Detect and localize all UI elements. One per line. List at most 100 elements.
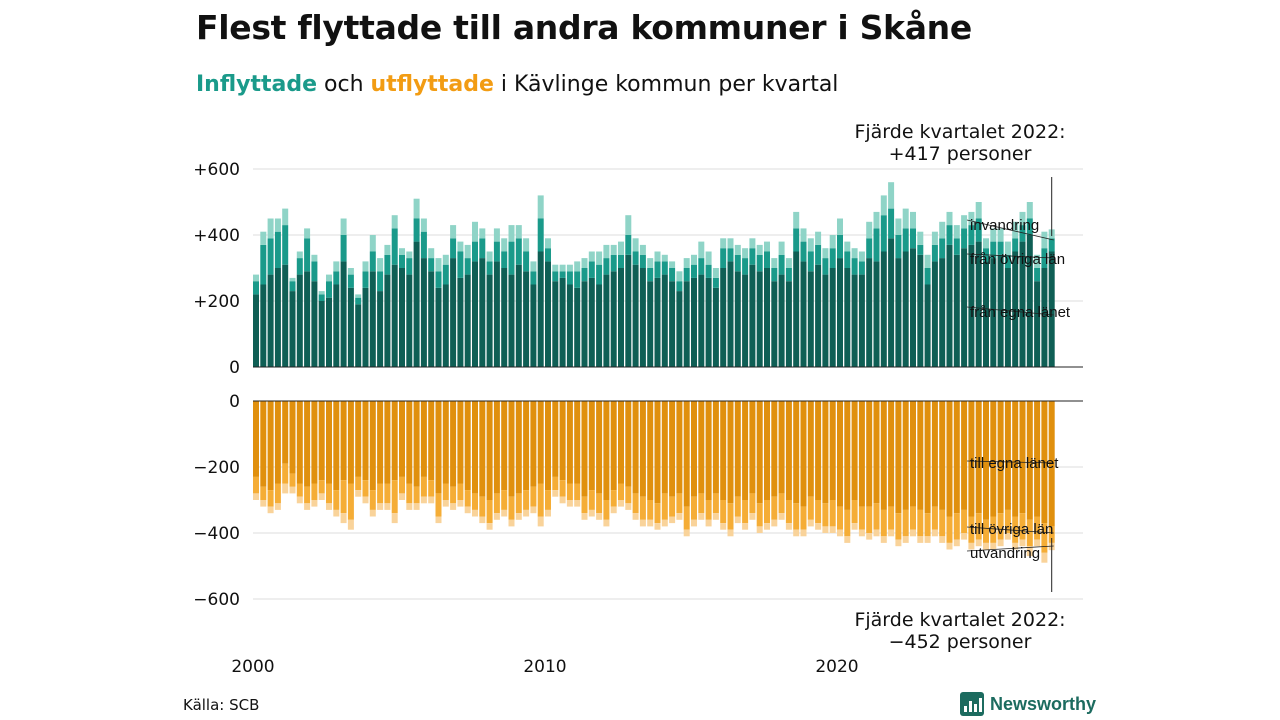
bar-inflyttade xyxy=(267,218,274,239)
bar-inflyttade xyxy=(676,271,683,282)
bar-utflyttade xyxy=(997,513,1004,540)
bar-utflyttade xyxy=(391,480,398,514)
bar-utflyttade xyxy=(654,503,661,524)
bar-utflyttade xyxy=(1048,526,1055,543)
bar-inflyttade xyxy=(377,271,384,292)
series-label-out: utvandring xyxy=(970,545,1040,562)
bar-inflyttade xyxy=(610,244,617,255)
y-tick-label-top: +400 xyxy=(193,226,240,246)
bar-inflyttade xyxy=(282,208,289,226)
bar-inflyttade xyxy=(888,182,895,209)
bar-inflyttade xyxy=(807,251,814,272)
series-label-in: invandring xyxy=(970,217,1039,234)
bar-utflyttade xyxy=(771,519,778,527)
bar-utflyttade xyxy=(939,509,946,537)
bar-utflyttade xyxy=(953,401,960,514)
bar-utflyttade xyxy=(917,536,924,543)
bar-inflyttade xyxy=(895,218,902,235)
bar-inflyttade xyxy=(829,248,836,268)
bar-utflyttade xyxy=(647,401,654,500)
bar-inflyttade xyxy=(1004,268,1011,367)
bar-utflyttade xyxy=(347,483,354,520)
bar-inflyttade xyxy=(1012,221,1019,239)
bar-utflyttade xyxy=(742,401,749,500)
bar-inflyttade xyxy=(742,274,749,367)
bar-utflyttade xyxy=(829,401,836,500)
bar-inflyttade xyxy=(851,258,858,275)
bar-inflyttade xyxy=(355,304,362,367)
bar-inflyttade xyxy=(734,254,741,272)
bar-utflyttade xyxy=(873,401,880,504)
bar-utflyttade xyxy=(369,401,376,491)
bar-utflyttade xyxy=(340,401,347,481)
bar-inflyttade xyxy=(530,284,537,367)
bar-inflyttade xyxy=(442,264,449,285)
bar-inflyttade xyxy=(537,218,544,252)
bar-utflyttade xyxy=(472,509,478,517)
bar-inflyttade xyxy=(771,268,778,282)
bar-inflyttade xyxy=(749,248,756,265)
bar-inflyttade xyxy=(661,274,668,367)
bar-inflyttade xyxy=(625,254,632,367)
bar-utflyttade xyxy=(566,500,573,507)
bar-utflyttade xyxy=(676,401,683,494)
bar-inflyttade xyxy=(304,228,311,239)
bar-inflyttade xyxy=(406,251,413,259)
bar-inflyttade xyxy=(618,268,624,367)
bar-utflyttade xyxy=(610,401,617,491)
bar-inflyttade xyxy=(515,225,522,239)
bar-utflyttade xyxy=(997,401,1004,514)
bar-utflyttade xyxy=(931,529,938,537)
bar-utflyttade xyxy=(399,493,405,500)
bar-inflyttade xyxy=(924,254,931,268)
bar-utflyttade xyxy=(523,509,530,517)
bar-inflyttade xyxy=(778,274,785,367)
bar-utflyttade xyxy=(632,513,639,520)
bar-utflyttade xyxy=(705,519,712,527)
bar-inflyttade xyxy=(537,195,544,219)
bar-inflyttade xyxy=(530,261,537,272)
bar-utflyttade xyxy=(975,513,982,540)
bar-utflyttade xyxy=(428,480,435,497)
bar-utflyttade xyxy=(253,493,259,500)
series-label-in: från egna länet xyxy=(970,304,1071,321)
bar-utflyttade xyxy=(618,401,624,484)
bar-inflyttade xyxy=(399,254,405,268)
bar-utflyttade xyxy=(793,503,800,530)
bar-utflyttade xyxy=(946,401,953,517)
bar-utflyttade xyxy=(851,523,858,530)
bar-inflyttade xyxy=(369,271,376,367)
bar-utflyttade xyxy=(676,493,683,514)
bar-inflyttade xyxy=(260,231,267,245)
chart-title: Flest flyttade till andra kommuner i Skå… xyxy=(196,8,972,47)
bar-utflyttade xyxy=(683,506,690,530)
bar-inflyttade xyxy=(625,215,632,235)
bar-inflyttade xyxy=(669,261,676,268)
bar-utflyttade xyxy=(479,516,486,524)
bar-utflyttade xyxy=(778,513,785,520)
bar-utflyttade xyxy=(1019,401,1026,514)
bar-utflyttade xyxy=(647,500,654,520)
bar-inflyttade xyxy=(296,251,303,259)
bar-inflyttade xyxy=(311,261,318,282)
bar-inflyttade xyxy=(691,264,697,278)
bar-inflyttade xyxy=(749,264,756,367)
bar-inflyttade xyxy=(428,258,435,272)
bar-inflyttade xyxy=(464,258,471,275)
bar-utflyttade xyxy=(369,490,376,510)
bar-inflyttade xyxy=(756,271,763,367)
bar-inflyttade xyxy=(1041,248,1048,268)
bar-utflyttade xyxy=(296,483,303,497)
bar-utflyttade xyxy=(983,401,989,520)
bar-inflyttade xyxy=(858,261,865,275)
bar-inflyttade xyxy=(632,251,639,265)
bar-utflyttade xyxy=(450,486,457,504)
bar-inflyttade xyxy=(450,225,457,239)
bar-utflyttade xyxy=(837,506,843,530)
bar-utflyttade xyxy=(552,476,559,491)
bar-inflyttade xyxy=(442,254,449,265)
bar-inflyttade xyxy=(720,268,727,367)
bar-inflyttade xyxy=(917,244,924,255)
bar-utflyttade xyxy=(917,401,924,510)
bar-utflyttade xyxy=(523,490,530,510)
